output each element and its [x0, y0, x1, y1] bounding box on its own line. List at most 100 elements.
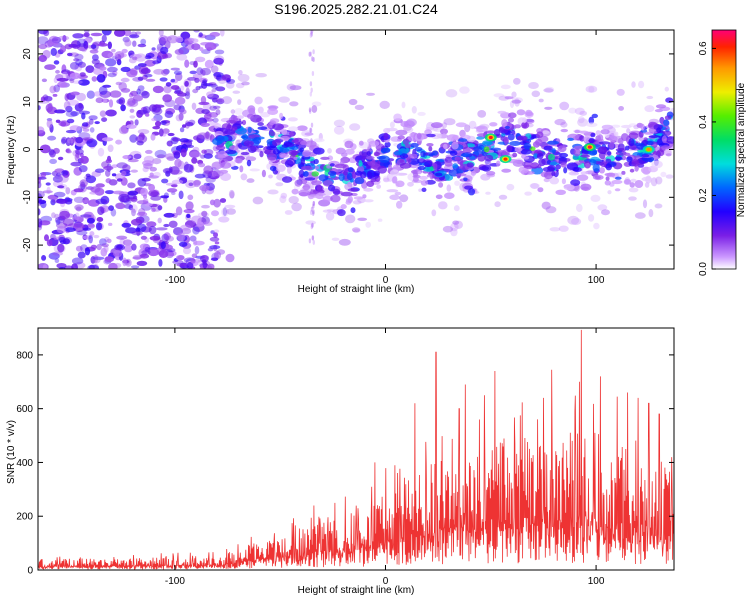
- spectrogram-blob: [501, 152, 510, 156]
- spectrogram-blob: [38, 36, 49, 45]
- spectrogram-blob: [644, 105, 655, 113]
- spectrogram-blob: [298, 169, 305, 178]
- spectrogram-blob: [135, 31, 142, 35]
- spectrogram-blob: [180, 31, 191, 40]
- spectrogram-blob: [485, 130, 496, 134]
- spectrogram-blob: [129, 34, 140, 39]
- spectrogram-blob: [587, 145, 592, 149]
- spectrogram-blob: [215, 109, 221, 116]
- spectrogram-blob: [257, 122, 264, 126]
- spectrogram-blob: [313, 147, 325, 155]
- colorbar-gradient: [711, 29, 737, 270]
- spectrogram-blob: [309, 51, 312, 57]
- spectrogram-blob: [70, 111, 79, 117]
- spectrogram-blob: [613, 131, 619, 137]
- spectrogram-blob: [272, 139, 281, 146]
- spectrogram-blob: [310, 210, 313, 215]
- spectrogram-blob: [176, 255, 185, 261]
- spectrogram-blob: [279, 112, 284, 120]
- spectrogram-blob: [53, 191, 66, 198]
- spectrogram-blob: [137, 178, 147, 187]
- spectrogram-blob: [311, 180, 322, 186]
- spectrogram-blob: [568, 171, 580, 176]
- spectrogram-blob: [69, 62, 79, 70]
- spectrogram-blob: [311, 56, 314, 62]
- spectrogram-blob: [441, 133, 447, 139]
- spectrogram-blob: [476, 125, 488, 133]
- spectrogram-blob: [541, 201, 551, 210]
- spectrogram-blob: [67, 99, 79, 106]
- spectrogram-blob: [150, 191, 160, 197]
- spectrogram-blob: [663, 119, 670, 126]
- snr-ytick-label: 200: [16, 512, 33, 523]
- spectrogram-blob: [346, 173, 354, 181]
- spectrogram-blob: [103, 245, 109, 253]
- spectrogram-blob: [45, 182, 51, 186]
- spectrogram-blob: [122, 155, 132, 160]
- spectrogram-blob: [361, 155, 367, 160]
- spectrogram-blob: [189, 151, 201, 158]
- spectrogram-blob: [308, 238, 312, 244]
- spectrogram-blob: [85, 173, 91, 178]
- spectrogram-blob: [199, 184, 210, 192]
- spectrogram-blob: [90, 255, 101, 264]
- spectrogram-blob: [623, 179, 632, 185]
- spectrogram-blob: [126, 100, 139, 108]
- spectrogram-blob: [328, 184, 336, 192]
- spectrogram-blob: [183, 209, 195, 214]
- spectrogram-ytick-label: 10: [22, 96, 33, 108]
- spectrogram-blob: [584, 161, 591, 169]
- spectrogram-blob: [311, 222, 314, 228]
- spectrogram-blob: [317, 185, 322, 193]
- spectrogram-blob: [201, 149, 207, 154]
- spectrogram-blob: [288, 149, 298, 156]
- spectrogram-blob: [229, 191, 235, 199]
- spectrogram-blob: [573, 148, 581, 157]
- spectrogram-blob: [190, 258, 196, 264]
- spectrogram-blob: [313, 158, 319, 165]
- spectrogram-blob: [76, 92, 86, 102]
- spectrogram-blob: [438, 201, 448, 210]
- spectrogram-blob: [46, 119, 53, 128]
- spectrogram-blob: [440, 128, 448, 135]
- spectrogram-blob: [63, 101, 71, 110]
- spectrogram-blob: [452, 220, 460, 225]
- spectrogram-blob: [173, 104, 182, 111]
- spectrogram-blob: [549, 177, 560, 185]
- spectrogram-blob: [164, 40, 171, 49]
- spectrogram-blob: [279, 153, 290, 158]
- spectrogram-blob: [71, 263, 78, 269]
- spectrogram-blob: [516, 109, 526, 116]
- spectrogram-blob: [201, 49, 211, 55]
- spectrogram-blob: [537, 187, 544, 193]
- spectrogram-blob: [601, 124, 614, 130]
- spectrogram-blob: [116, 178, 123, 182]
- spectrogram-blob: [588, 86, 595, 93]
- spectrogram-blob: [616, 88, 625, 96]
- spectrogram-blob: [131, 231, 143, 236]
- spectrogram-blob: [432, 150, 439, 156]
- spectrogram-blob: [118, 82, 127, 91]
- spectrogram-blob: [559, 152, 569, 158]
- spectrogram-blob: [213, 198, 221, 208]
- spectrogram-blob: [660, 171, 667, 178]
- spectrogram-blob: [105, 190, 114, 195]
- spectrogram-blob: [287, 117, 298, 122]
- spectrogram-blob: [218, 78, 227, 84]
- spectrogram-blob: [605, 163, 612, 171]
- spectrogram-blob: [129, 115, 136, 119]
- colorbar-tick-label: 0.2: [698, 188, 709, 202]
- spectrogram-blob: [212, 105, 221, 110]
- spectrogram-blob: [399, 194, 409, 203]
- spectrogram-blob: [161, 233, 169, 243]
- spectrogram-blob: [59, 210, 71, 220]
- spectrogram-blob: [78, 110, 91, 115]
- spectrogram-blob: [75, 206, 82, 212]
- spectrogram-blob: [607, 151, 612, 156]
- spectrogram-blob: [594, 175, 601, 180]
- spectrogram-blob: [136, 211, 148, 217]
- spectrogram-blob: [414, 147, 423, 152]
- spectrogram-blob: [156, 154, 166, 159]
- spectrogram-blob: [614, 156, 622, 161]
